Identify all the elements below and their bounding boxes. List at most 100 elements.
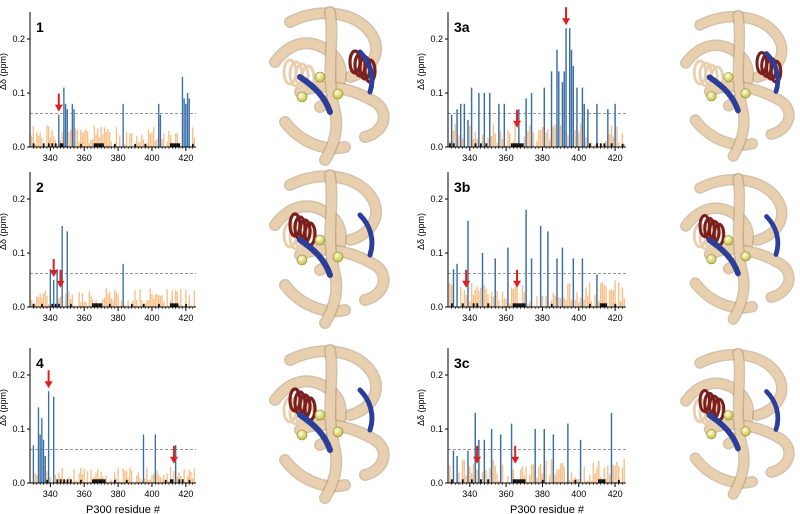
- weak-bar: [141, 299, 143, 307]
- weak-bar: [612, 136, 615, 147]
- weak-bar: [163, 475, 165, 483]
- structure-3b: [680, 172, 795, 325]
- weak-bar: [154, 294, 157, 307]
- x-tick-label: 380: [535, 489, 550, 499]
- strong-bar: [579, 439, 582, 483]
- weak-bar: [541, 473, 544, 483]
- black-bar: [514, 143, 517, 147]
- weak-bar: [176, 476, 179, 483]
- weak-bar: [81, 293, 84, 307]
- weak-bar: [487, 137, 489, 147]
- black-bar: [621, 143, 624, 147]
- weak-bar: [161, 138, 163, 147]
- weak-bar: [132, 300, 135, 307]
- weak-bar: [547, 129, 549, 147]
- strong-bar: [142, 434, 145, 483]
- y-tick-label: 0.0: [430, 142, 443, 152]
- weak-bar: [193, 468, 195, 483]
- black-bar: [474, 143, 477, 147]
- weak-bar: [616, 126, 618, 147]
- weak-bar: [608, 290, 611, 307]
- black-bar: [472, 303, 475, 307]
- weak-bar: [152, 298, 155, 307]
- strong-bar: [73, 109, 75, 147]
- black-bar: [518, 303, 520, 307]
- strong-bar: [570, 49, 573, 147]
- y-axis-label: Δδ (ppm): [0, 389, 8, 426]
- strong-bar: [122, 263, 124, 307]
- strong-bar: [561, 247, 564, 307]
- weak-bar: [608, 133, 611, 147]
- weak-bar: [565, 300, 567, 307]
- weak-bar: [536, 140, 538, 147]
- weak-bar: [458, 472, 460, 483]
- black-bar: [98, 479, 101, 483]
- weak-bar: [93, 125, 96, 147]
- x-tick-label: 400: [144, 313, 159, 323]
- weak-bar: [596, 467, 598, 483]
- black-bar: [521, 303, 524, 307]
- weak-bar: [532, 132, 535, 147]
- weak-bar: [53, 136, 55, 147]
- ribbon-segment: [295, 245, 389, 305]
- ribbon-segment: [295, 420, 389, 480]
- zinc-sphere: [314, 71, 326, 83]
- weak-bar: [568, 283, 571, 307]
- weak-bar: [151, 474, 153, 483]
- weak-bars: [449, 280, 625, 307]
- strong-bar: [456, 263, 458, 307]
- weak-bar: [583, 299, 585, 307]
- weak-bar: [91, 299, 94, 307]
- weak-bar: [169, 135, 172, 147]
- weak-bar: [103, 127, 106, 147]
- strong-bar: [122, 103, 124, 147]
- black-bar: [59, 143, 62, 147]
- strong-bar: [174, 445, 177, 483]
- strong-bar: [558, 71, 560, 147]
- weak-bar: [523, 136, 526, 147]
- black-bar: [46, 479, 49, 483]
- strong-bar: [452, 450, 455, 483]
- blue-segment: [297, 74, 333, 115]
- black-bar: [47, 143, 50, 147]
- arrow-marker: [513, 109, 522, 128]
- weak-bar: [178, 472, 180, 483]
- zinc-sphere: [296, 91, 308, 103]
- black-bar: [599, 143, 602, 147]
- black-bar: [181, 479, 184, 483]
- black-bar: [516, 479, 519, 483]
- black-bar: [42, 143, 45, 147]
- black-bar: [142, 303, 145, 307]
- weak-bar: [78, 291, 80, 307]
- strong-bar: [66, 231, 68, 307]
- black-bar: [102, 143, 104, 147]
- weak-bar: [173, 470, 175, 483]
- weak-bar: [499, 131, 502, 147]
- weak-bar: [559, 298, 562, 307]
- weak-bar: [570, 472, 573, 483]
- weak-bar: [463, 460, 466, 483]
- weak-bar: [83, 468, 85, 483]
- ribbon-segment: [705, 82, 794, 139]
- black-bar: [601, 479, 604, 483]
- strong-bar: [63, 87, 65, 147]
- weak-bar: [71, 294, 74, 307]
- strong-bar: [181, 76, 184, 147]
- black-bar: [510, 143, 513, 147]
- weak-bar: [186, 475, 189, 483]
- weak-bar: [180, 475, 182, 483]
- weak-bar: [512, 469, 515, 483]
- weak-bar: [68, 291, 70, 307]
- weak-bar: [490, 292, 493, 307]
- strong-bar: [154, 434, 157, 483]
- black-bar: [599, 303, 602, 307]
- weak-bar: [594, 473, 596, 483]
- zinc-sphere: [740, 88, 751, 99]
- black-bar: [164, 479, 167, 483]
- weak-bar: [108, 291, 111, 307]
- weak-bar: [88, 291, 90, 307]
- weak-bar: [180, 288, 182, 307]
- weak-bar: [505, 145, 507, 147]
- weak-bar: [97, 469, 99, 483]
- weak-bar: [114, 472, 116, 483]
